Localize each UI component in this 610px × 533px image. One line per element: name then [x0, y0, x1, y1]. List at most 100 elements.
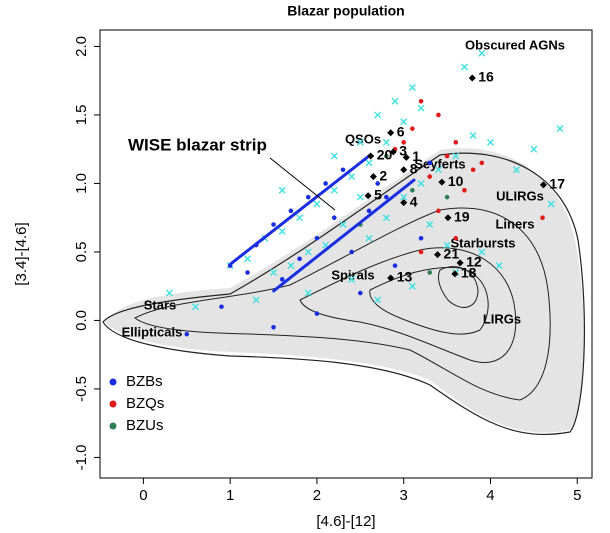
point [297, 256, 302, 262]
strip-line [271, 178, 416, 293]
point [418, 98, 424, 104]
x-tick-label: 3 [400, 487, 408, 504]
point [331, 215, 337, 220]
point [348, 173, 356, 181]
source-marker [389, 148, 397, 156]
point [392, 263, 398, 268]
point [304, 289, 312, 297]
point [349, 249, 354, 255]
point [366, 208, 372, 214]
region-label: ULIRGs [496, 188, 544, 203]
y-tick-label: 2.0 [73, 36, 90, 57]
source-marker [456, 259, 464, 267]
point [340, 167, 346, 173]
point [453, 235, 459, 241]
point [408, 282, 416, 290]
point [287, 262, 295, 270]
source-marker [364, 192, 372, 200]
point [427, 160, 433, 166]
region-label: Spirals [331, 267, 374, 282]
point [478, 248, 486, 256]
region-label: Stars [144, 297, 177, 312]
point [245, 270, 250, 275]
point [358, 290, 363, 296]
point [400, 118, 408, 126]
point [270, 269, 278, 276]
point [443, 241, 451, 249]
source-label: 2 [379, 167, 387, 183]
point [356, 193, 364, 201]
source-marker [438, 178, 446, 186]
point [219, 304, 224, 310]
point [418, 249, 424, 255]
y-tick-label: 0.5 [73, 242, 90, 263]
source-marker [400, 199, 408, 207]
point [356, 138, 364, 146]
source-label: 6 [397, 123, 405, 139]
background-cloud [102, 148, 585, 436]
point [382, 214, 390, 222]
y-tick-label: 0.0 [73, 310, 90, 331]
point [271, 222, 276, 227]
legend-label: BZUs [126, 417, 164, 434]
point [384, 194, 389, 200]
y-tick-label: 1.0 [73, 173, 90, 194]
source-label: 4 [410, 193, 418, 209]
point [304, 248, 312, 256]
source-label: 8 [410, 160, 418, 176]
point [296, 214, 304, 222]
source-label: 17 [549, 176, 565, 192]
source-label: 16 [478, 69, 494, 85]
point [330, 186, 338, 194]
source-marker [444, 214, 452, 222]
x-tick-label: 5 [573, 487, 581, 504]
x-tick-label: 0 [139, 487, 147, 504]
strip-line [229, 153, 372, 266]
point [314, 311, 320, 316]
point [375, 181, 380, 186]
point [365, 234, 373, 242]
point [452, 152, 460, 160]
chart-title: Blazar population [287, 3, 404, 19]
source-label: 1 [412, 148, 420, 164]
point [384, 153, 389, 159]
source-marker [400, 166, 408, 174]
point [278, 186, 286, 194]
point [278, 227, 286, 235]
point [417, 104, 425, 112]
point [323, 181, 328, 186]
source-label: 5 [374, 186, 382, 202]
strip-pointer [269, 157, 336, 211]
point [374, 111, 382, 119]
point [339, 221, 347, 229]
legend-marker [109, 422, 117, 430]
point [469, 131, 477, 139]
point [305, 194, 311, 200]
source-marker [468, 74, 476, 82]
point [401, 140, 407, 145]
source-label: 20 [377, 147, 393, 163]
legend-label: BZQs [126, 395, 164, 412]
strip-label: WISE blazar strip [128, 135, 267, 154]
point [374, 296, 382, 304]
point [314, 235, 320, 241]
point [479, 160, 485, 166]
source-label: 18 [461, 265, 477, 281]
point [165, 289, 173, 297]
point [330, 152, 338, 160]
point [279, 277, 285, 282]
legend-marker [109, 400, 117, 408]
point [547, 200, 555, 208]
point [453, 140, 459, 145]
point [478, 49, 486, 57]
x-tick-label: 4 [486, 487, 494, 504]
point [434, 166, 442, 174]
source-marker [402, 153, 410, 161]
region-label: Obscured AGNs [465, 37, 565, 52]
source-label: 21 [444, 245, 460, 261]
legend-marker [109, 378, 117, 386]
point [191, 303, 199, 311]
region-label: Liners [495, 216, 534, 231]
point [427, 270, 433, 275]
